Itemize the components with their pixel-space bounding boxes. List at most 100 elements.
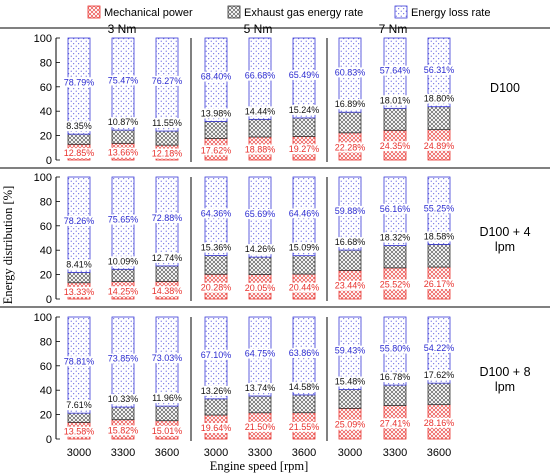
label-energy-loss: 64.75% <box>245 349 276 359</box>
bar-exhaust-gas <box>204 398 228 416</box>
label-energy-loss-bg <box>199 208 233 219</box>
bar-exhaust-gas <box>248 395 272 414</box>
label-exhaust-gas-bg <box>243 383 277 394</box>
label-mechanical-power-bg <box>150 425 184 436</box>
label-mechanical-power: 20.44% <box>289 283 320 293</box>
y-tick-label: 80 <box>40 336 52 348</box>
label-energy-loss-bg <box>422 64 456 75</box>
legend-label-mechanical: Mechanical power <box>104 7 193 19</box>
y-tick-label: 20 <box>40 270 52 282</box>
label-energy-loss: 73.85% <box>108 354 139 364</box>
label-mechanical-power-bg <box>422 140 456 151</box>
label-exhaust-gas: 16.68% <box>335 237 366 247</box>
x-tick-label: 3600 <box>155 447 179 459</box>
bar-exhaust-gas <box>204 255 228 275</box>
label-energy-loss: 66.68% <box>245 71 276 81</box>
torque-label-5nm: 5 Nm <box>244 22 273 36</box>
label-energy-loss: 76.27% <box>152 76 183 86</box>
label-exhaust-gas-bg <box>243 244 277 255</box>
legend: Mechanical power Exhaust gas energy rate… <box>87 5 490 19</box>
label-energy-loss-bg <box>150 353 184 364</box>
label-mechanical-power-bg <box>333 280 367 291</box>
label-exhaust-gas: 11.96% <box>152 393 182 403</box>
bar-exhaust-gas <box>67 133 91 145</box>
label-exhaust-gas-bg <box>287 242 321 253</box>
label-mechanical-power: 25.09% <box>335 420 366 430</box>
y-tick-label: 20 <box>40 410 52 422</box>
bar-exhaust-gas <box>67 272 91 284</box>
label-mechanical-power: 21.50% <box>245 422 276 432</box>
y-tick-label: 100 <box>34 33 52 45</box>
label-exhaust-gas: 8.41% <box>66 259 92 269</box>
label-exhaust-gas: 8.35% <box>66 121 92 131</box>
label-energy-loss: 72.88% <box>152 213 183 223</box>
bar-exhaust-gas <box>155 265 179 282</box>
label-mechanical-power-bg <box>199 423 233 434</box>
label-exhaust-gas-bg <box>65 121 93 132</box>
label-energy-loss-bg <box>150 75 184 86</box>
label-energy-loss-bg <box>62 77 96 88</box>
label-exhaust-gas: 18.32% <box>380 233 411 243</box>
label-mechanical-power-bg <box>243 144 277 155</box>
bar-exhaust-gas <box>111 129 135 144</box>
label-mechanical-power: 20.28% <box>201 283 232 293</box>
label-exhaust-gas-bg <box>422 93 456 104</box>
label-mechanical-power: 24.89% <box>424 141 455 151</box>
label-exhaust-gas: 12.74% <box>152 253 183 263</box>
label-energy-loss-bg <box>106 353 140 364</box>
torque-label-7nm: 7 Nm <box>379 22 408 36</box>
label-exhaust-gas: 10.09% <box>108 256 139 266</box>
label-mechanical-power: 19.64% <box>201 423 232 433</box>
panel: 0 20 40 60 80 100 78.81% 7.61% 13.58% 73.85% 10.33… <box>34 312 456 446</box>
label-exhaust-gas-bg <box>422 370 456 381</box>
label-energy-loss-bg <box>422 203 456 214</box>
y-tick-label: 80 <box>40 196 52 208</box>
label-exhaust-gas-bg <box>150 118 184 129</box>
label-energy-loss-bg <box>378 203 412 214</box>
y-axis-title: Energy distribution [%] <box>1 186 15 305</box>
y-tick-label: 40 <box>40 385 52 397</box>
label-mechanical-power-bg <box>287 421 321 432</box>
label-mechanical-power: 26.17% <box>424 279 455 289</box>
label-exhaust-gas-bg <box>333 99 367 110</box>
label-energy-loss-bg <box>62 215 96 226</box>
label-mechanical-power-bg <box>199 282 233 293</box>
bar-exhaust-gas <box>383 384 407 406</box>
label-mechanical-power-bg <box>287 282 321 293</box>
bar-exhaust-gas <box>292 117 316 137</box>
label-exhaust-gas: 13.74% <box>245 383 276 393</box>
bar-exhaust-gas <box>292 394 316 414</box>
label-mechanical-power: 17.62% <box>201 145 232 155</box>
bar-exhaust-gas <box>155 405 179 422</box>
label-exhaust-gas: 18.80% <box>424 94 455 104</box>
label-energy-loss: 59.43% <box>335 346 366 356</box>
y-tick-label: 100 <box>34 312 52 324</box>
label-energy-loss: 60.83% <box>335 67 366 77</box>
bar-exhaust-gas <box>383 107 407 131</box>
label-energy-loss-bg <box>378 65 412 76</box>
bar-exhaust-gas <box>111 406 135 421</box>
label-energy-loss-bg <box>199 349 233 360</box>
label-mechanical-power-bg <box>199 145 233 156</box>
label-mechanical-power: 27.41% <box>380 418 411 428</box>
label-energy-loss: 63.86% <box>289 348 320 358</box>
label-mechanical-power: 13.33% <box>64 287 95 297</box>
label-mechanical-power: 15.82% <box>108 425 139 435</box>
label-energy-loss-bg <box>243 209 277 220</box>
label-exhaust-gas-bg <box>199 242 233 253</box>
label-mechanical-power-bg <box>422 279 456 290</box>
label-energy-loss-bg <box>333 205 367 216</box>
label-energy-loss: 55.80% <box>380 344 411 354</box>
label-exhaust-gas: 15.24% <box>289 105 320 115</box>
label-mechanical-power-bg <box>333 419 367 430</box>
y-tick-label: 60 <box>40 82 52 94</box>
x-tick-label: 3000 <box>204 447 228 459</box>
y-tick-label: 60 <box>40 221 52 233</box>
y-tick-label: 40 <box>40 106 52 118</box>
label-exhaust-gas: 13.98% <box>201 108 232 118</box>
label-energy-loss: 55.25% <box>424 203 455 213</box>
panels: 0 20 40 60 80 100 78.79% 8.35% 12.85% 75.47% 10.87… <box>34 33 456 446</box>
label-energy-loss-bg <box>199 71 233 82</box>
label-mechanical-power: 28.16% <box>424 418 455 428</box>
